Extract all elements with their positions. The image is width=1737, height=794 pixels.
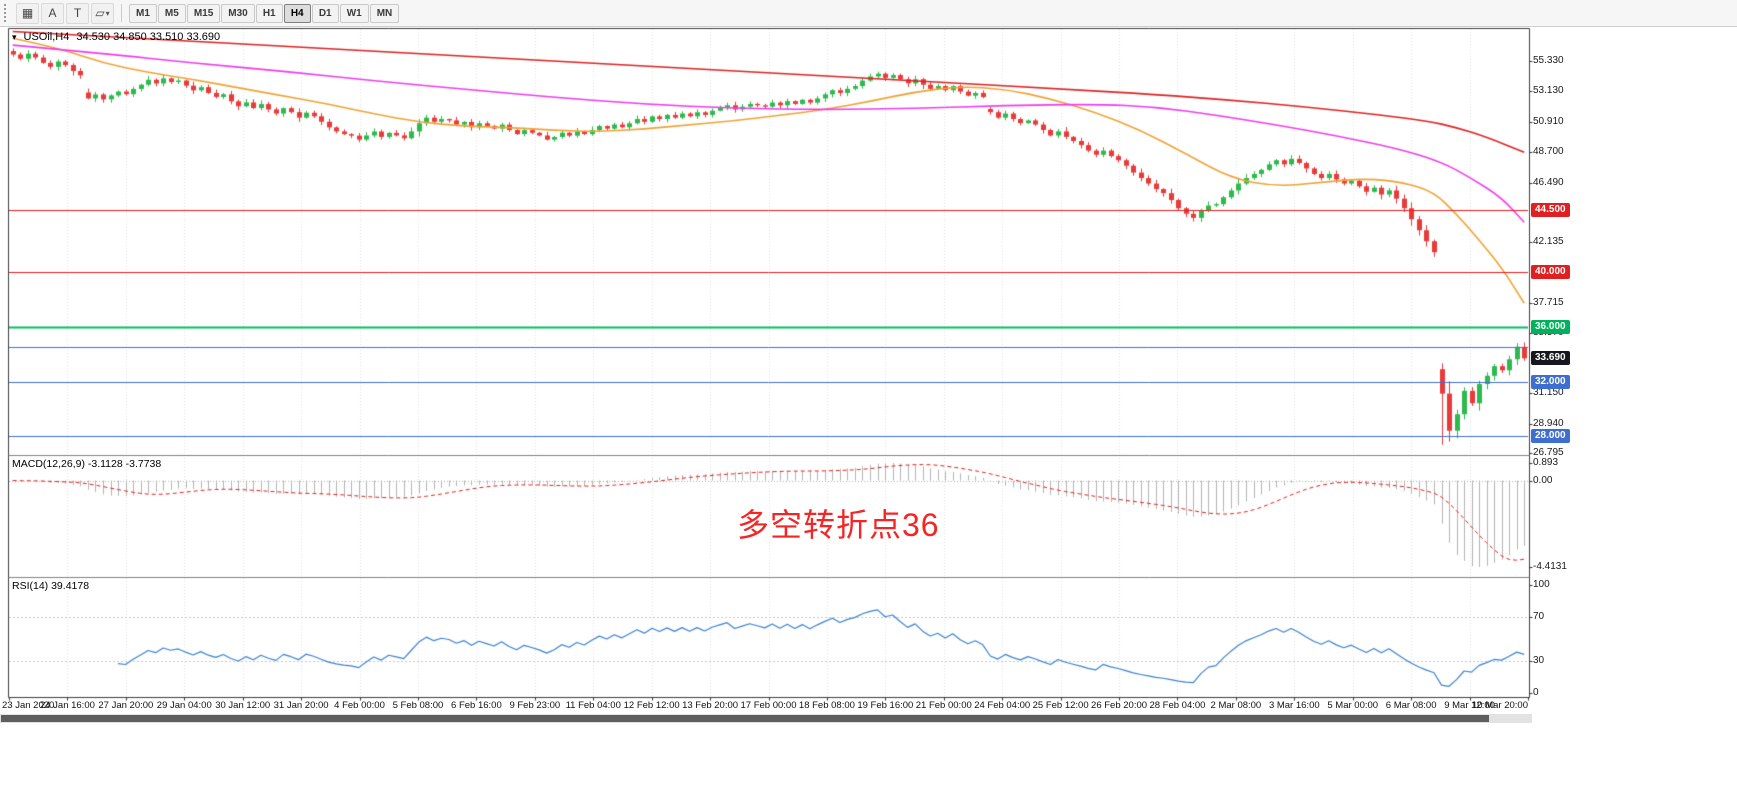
timeframe-button-m1[interactable]: M1 [129, 3, 157, 23]
chart-title: ▾ USOil,H4 34.530 34.850 33.510 33.690 [12, 31, 220, 43]
time-axis-label: 2 Mar 08:00 [1210, 700, 1262, 711]
time-axis-label: 5 Mar 00:00 [1327, 700, 1379, 711]
macd-indicator-label: MACD(12,26,9) -3.1128 -3.7738 [12, 458, 162, 470]
chart-ohlc-label: 34.530 34.850 33.510 33.690 [76, 31, 221, 43]
price-axis-label: 48.700 [1533, 146, 1564, 158]
time-axis-label: 10 Mar 20:00 [1472, 700, 1528, 711]
text-label-tool-icon: T [73, 6, 82, 20]
time-axis-label: 3 Mar 16:00 [1268, 700, 1320, 711]
shapes-dropdown-button[interactable]: ▱ ▾ [91, 2, 114, 24]
chart-symbol-label: USOil,H4 [23, 31, 70, 43]
rsi-axis-label: 0 [1533, 687, 1539, 698]
scrollbar-thumb[interactable] [1, 715, 1489, 722]
macd-axis-label: 0.00 [1533, 474, 1553, 486]
timeframe-button-h4[interactable]: H4 [283, 3, 311, 23]
time-axis-label: 6 Mar 08:00 [1385, 700, 1437, 711]
time-axis-label: 17 Feb 00:00 [740, 700, 797, 711]
time-axis-label: 4 Feb 00:00 [334, 700, 385, 711]
time-axis-label: 30 Jan 12:00 [215, 700, 271, 711]
timeframe-button-m30[interactable]: M30 [221, 3, 255, 23]
chart-annotation: 多空转折点36 [737, 507, 940, 543]
macd-axis-label: 0.893 [1533, 457, 1559, 468]
timeframe-button-d1[interactable]: D1 [311, 3, 339, 23]
time-axis-label: 19 Feb 16:00 [857, 700, 914, 711]
timeframe-button-mn[interactable]: MN [369, 3, 400, 23]
price-axis-label: 53.130 [1533, 85, 1564, 97]
dropdown-caret-icon: ▾ [105, 8, 110, 18]
time-axis-label: 24 Jan 16:00 [39, 700, 95, 711]
text-tool-icon: A [48, 6, 57, 20]
horizontal-scrollbar[interactable] [0, 714, 1532, 723]
price-axis-label: 46.490 [1533, 176, 1564, 188]
time-axis-label: 5 Feb 08:00 [392, 700, 444, 711]
price-axis-label: 28.940 [1533, 417, 1564, 429]
macd-axis-label: -4.4131 [1533, 561, 1567, 572]
timeframe-buttons-group: M1 M5 M15 M30 H1 H4 D1 W1 MN [129, 3, 400, 23]
time-axis-label: 9 Feb 23:00 [509, 700, 561, 711]
rsi-axis-label: 30 [1533, 654, 1545, 666]
time-axis-label: 11 Feb 04:00 [565, 700, 621, 711]
time-axis-label: 9 Mar 12:00 [1444, 700, 1495, 711]
time-axis-label: 25 Feb 12:00 [1032, 700, 1089, 711]
timeframe-button-m5[interactable]: M5 [157, 3, 186, 23]
grid-tool-button[interactable]: ▦ [16, 2, 39, 24]
price-tag-28.000: 28.000 [1531, 429, 1570, 444]
time-axis-label: 26 Feb 20:00 [1091, 700, 1148, 711]
rsi-axis-label: 100 [1533, 579, 1550, 590]
price-tag-33.690: 33.690 [1531, 351, 1570, 366]
toolbar-grip[interactable] [4, 4, 10, 22]
drawing-tools-group: ▦ A T ▱ ▾ [16, 2, 114, 24]
chart-collapse-icon[interactable]: ▾ [12, 31, 17, 42]
time-axis-label: 13 Feb 20:00 [682, 700, 739, 711]
price-axis-label: 42.135 [1533, 236, 1564, 248]
timeframe-button-h1[interactable]: H1 [255, 3, 283, 23]
price-tag-32.000: 32.000 [1531, 374, 1570, 389]
time-axis-label: 24 Feb 04:00 [974, 700, 1031, 711]
time-axis-label: 12 Feb 12:00 [623, 700, 680, 711]
time-axis-label: 27 Jan 20:00 [98, 700, 154, 711]
price-axis-label: 31.150 [1533, 387, 1564, 399]
grid-tool-icon: ▦ [21, 6, 34, 20]
time-axis-label: 18 Feb 08:00 [798, 700, 855, 711]
price-axis-label: 26.795 [1533, 447, 1564, 458]
price-axis-label: 50.910 [1533, 115, 1564, 127]
main-toolbar: ▦ A T ▱ ▾ M1 M5 M15 M30 H1 H4 D1 W1 MN [0, 0, 1737, 27]
time-axis-label: 29 Jan 04:00 [156, 700, 212, 711]
timeframe-button-m15[interactable]: M15 [186, 3, 221, 23]
price-axis-label: 55.330 [1533, 55, 1564, 67]
time-axis-label: 28 Feb 04:00 [1149, 700, 1206, 711]
price-tag-44.500: 44.500 [1531, 202, 1570, 217]
text-tool-button[interactable]: A [41, 2, 64, 24]
rsi-indicator-label: RSI(14) 39.4178 [12, 580, 90, 592]
text-label-tool-button[interactable]: T [66, 2, 89, 24]
time-axis-label: 23 Jan 2020 [2, 700, 55, 711]
time-axis-label: 6 Feb 16:00 [451, 700, 502, 711]
timeframe-button-w1[interactable]: W1 [339, 3, 369, 23]
time-axis-label: 31 Jan 20:00 [273, 700, 329, 711]
rsi-axis-label: 70 [1533, 611, 1545, 623]
shapes-dropdown-icon: ▱ [95, 6, 105, 20]
time-axis-label: 21 Feb 00:00 [915, 700, 972, 711]
price-axis-label: 37.715 [1533, 297, 1564, 309]
price-tag-40.000: 40.000 [1531, 264, 1570, 279]
toolbar-separator [121, 4, 122, 22]
price-tag-36.000: 36.000 [1531, 319, 1570, 334]
